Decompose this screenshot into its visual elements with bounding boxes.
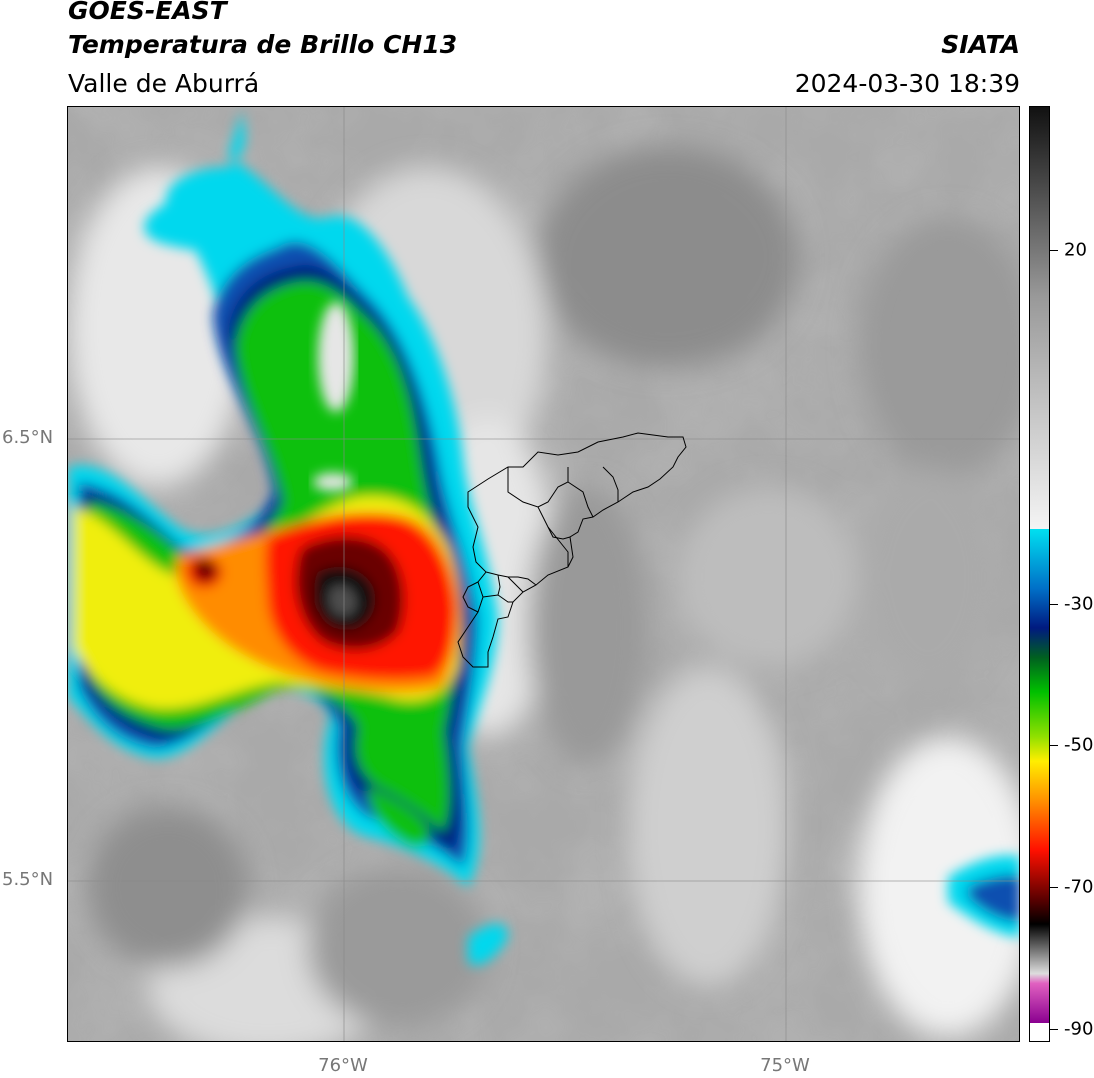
- colorbar-label-minus90: -90: [1064, 1018, 1094, 1040]
- colorbar-label-minus50: -50: [1064, 734, 1094, 756]
- lon-label-west: 76°W: [318, 1055, 368, 1076]
- brightness-temperature-field: [68, 107, 1019, 1041]
- colorbar-gradient: [1030, 107, 1049, 1041]
- cloud-gaps: [313, 302, 354, 491]
- colorbar-tick: [1050, 887, 1058, 888]
- colorbar-tick: [1050, 250, 1058, 251]
- lon-label-east: 75°W: [760, 1055, 810, 1076]
- colorbar-label-minus30: -30: [1064, 593, 1094, 615]
- region-label: Valle de Aburrá: [68, 69, 260, 98]
- brand-label: SIATA: [941, 30, 1020, 59]
- cloud-brightness-layer: [68, 147, 1019, 1041]
- satellite-title: GOES-EAST: [68, 0, 227, 25]
- colorbar-label-20: 20: [1064, 239, 1087, 261]
- datetime-label: 2024-03-30 18:39: [794, 69, 1020, 98]
- product-title: Temperatura de Brillo CH13: [68, 30, 458, 59]
- colorbar-label-minus70: -70: [1064, 876, 1094, 898]
- colorbar-tick: [1050, 604, 1058, 605]
- satellite-map[interactable]: [67, 106, 1020, 1042]
- lat-label-south: 5.5°N: [2, 869, 54, 890]
- convective-cloud: [68, 107, 1019, 966]
- colorbar-tick: [1050, 745, 1058, 746]
- colorbar: [1029, 106, 1050, 1042]
- colorbar-tick: [1050, 1029, 1058, 1030]
- gridlines: [68, 107, 1019, 1041]
- municipal-boundaries: [457, 432, 687, 668]
- lat-label-north: 6.5°N: [2, 427, 54, 448]
